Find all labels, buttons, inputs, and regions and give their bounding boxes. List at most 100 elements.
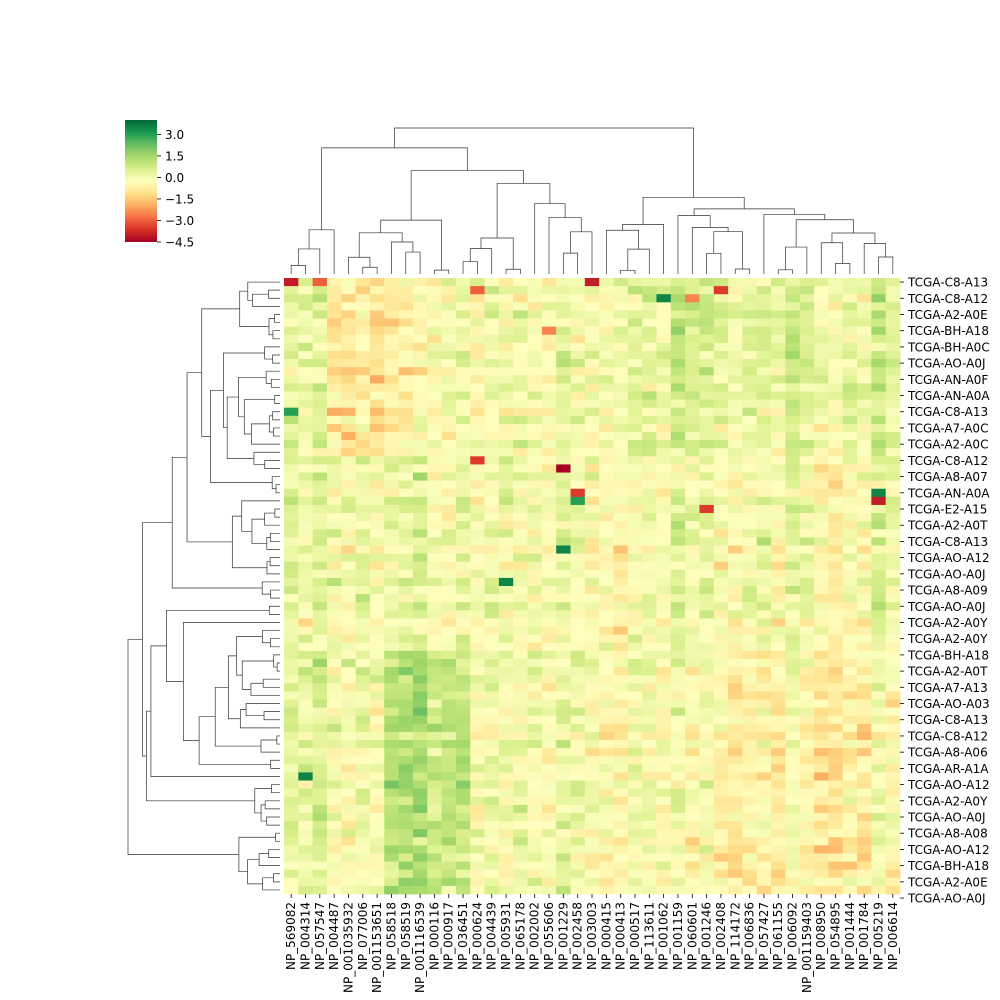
column-label: NP_006836 [743, 902, 757, 970]
heatmap-cell [384, 286, 400, 295]
heatmap-cell [814, 375, 829, 384]
heatmap-cell [584, 513, 600, 522]
heatmap-cell [785, 715, 801, 725]
heatmap-cell [398, 780, 414, 790]
heatmap-cell [326, 707, 342, 717]
heatmap-cell [541, 756, 557, 765]
dendrogram-link [297, 248, 321, 274]
heatmap-cell [771, 350, 786, 360]
heatmap-cell [599, 480, 614, 490]
heatmap-cell [284, 432, 299, 441]
heatmap-cell [799, 440, 815, 449]
heatmap-cell [384, 342, 400, 352]
heatmap-cell [541, 675, 557, 684]
heatmap-cell [484, 513, 500, 522]
heatmap-cell [412, 472, 428, 482]
heatmap-cell [369, 423, 385, 433]
row-label: TCGA-A8-A08 [907, 827, 988, 841]
heatmap-cell [771, 812, 786, 822]
heatmap-cell [556, 513, 571, 522]
heatmap-cell [857, 634, 872, 644]
heatmap-cell [284, 472, 299, 482]
heatmap-cell [814, 764, 829, 773]
heatmap-cell [885, 326, 901, 336]
heatmap-cell [427, 618, 442, 627]
heatmap-cell [885, 861, 901, 871]
heatmap-cell [570, 480, 586, 490]
heatmap-cell [756, 529, 772, 538]
dendrogram-link [231, 515, 267, 569]
heatmap-cell [771, 415, 786, 425]
row-label: TCGA-A2-A0Y [907, 632, 988, 646]
heatmap-cell [455, 440, 471, 449]
heatmap-cell [642, 610, 657, 619]
heatmap-cell [513, 804, 528, 814]
heatmap-cell [513, 796, 528, 806]
heatmap-cell [384, 610, 400, 619]
heatmap-cell [857, 359, 872, 368]
heatmap-cell [284, 699, 299, 708]
heatmap-cell [312, 845, 328, 854]
heatmap-cell [341, 658, 357, 668]
heatmap-cell [527, 334, 543, 344]
heatmap-cell [656, 399, 672, 409]
heatmap-cell [412, 440, 428, 449]
heatmap-cell [341, 415, 357, 425]
heatmap-cell [670, 359, 686, 368]
heatmap-cell [699, 350, 715, 360]
heatmap-cell [842, 278, 858, 287]
heatmap-cell [857, 569, 872, 579]
heatmap-cell [527, 415, 543, 425]
heatmap-cell [384, 748, 400, 757]
heatmap-cell [455, 756, 471, 765]
column-label: NP_114172 [728, 902, 742, 970]
heatmap-cell [842, 456, 858, 465]
heatmap-cell [728, 699, 743, 708]
heatmap-cell [828, 634, 844, 644]
heatmap-cell [584, 294, 600, 303]
heatmap-cell [427, 561, 442, 571]
heatmap-cell [498, 488, 514, 498]
row-label: TCGA-C8-A13 [907, 405, 988, 419]
heatmap-cell [312, 586, 328, 595]
heatmap-cell [412, 788, 428, 798]
heatmap-cell [312, 780, 328, 790]
heatmap-cell [771, 513, 786, 522]
heatmap-cell [828, 569, 844, 579]
heatmap-cell [642, 326, 657, 336]
heatmap-cell [814, 594, 829, 603]
heatmap-cell [871, 642, 887, 652]
heatmap-cell [728, 302, 743, 311]
heatmap-cell [742, 691, 758, 700]
heatmap-cell [728, 326, 743, 336]
heatmap-cell [613, 804, 629, 814]
heatmap-cell [713, 602, 729, 611]
heatmap-cell [556, 391, 571, 400]
heatmap-cell [484, 423, 500, 433]
heatmap-cell [670, 707, 686, 717]
heatmap-cell [771, 342, 786, 352]
heatmap-cell [713, 472, 729, 482]
heatmap-cell [498, 553, 514, 563]
heatmap-cell [742, 488, 758, 498]
heatmap-cell [398, 707, 414, 717]
heatmap-cell [341, 602, 357, 611]
heatmap-cell [785, 350, 801, 360]
heatmap-cell [842, 480, 858, 490]
heatmap-cell [455, 723, 471, 733]
heatmap-cell [814, 569, 829, 579]
heatmap-cell [284, 602, 299, 611]
heatmap-cell [312, 829, 328, 838]
heatmap-cell [599, 350, 614, 360]
heatmap-cell [513, 569, 528, 579]
heatmap-cell [828, 375, 844, 384]
heatmap-cell [842, 821, 858, 830]
heatmap-cell [771, 845, 786, 854]
heatmap-cell [484, 853, 500, 862]
heatmap-cell [828, 699, 844, 708]
row-label: TCGA-AO-A0J [907, 811, 986, 825]
heatmap-cell [527, 715, 543, 725]
heatmap-cell [484, 294, 500, 303]
dendrogram-link [308, 229, 335, 274]
heatmap-cell [541, 618, 557, 627]
